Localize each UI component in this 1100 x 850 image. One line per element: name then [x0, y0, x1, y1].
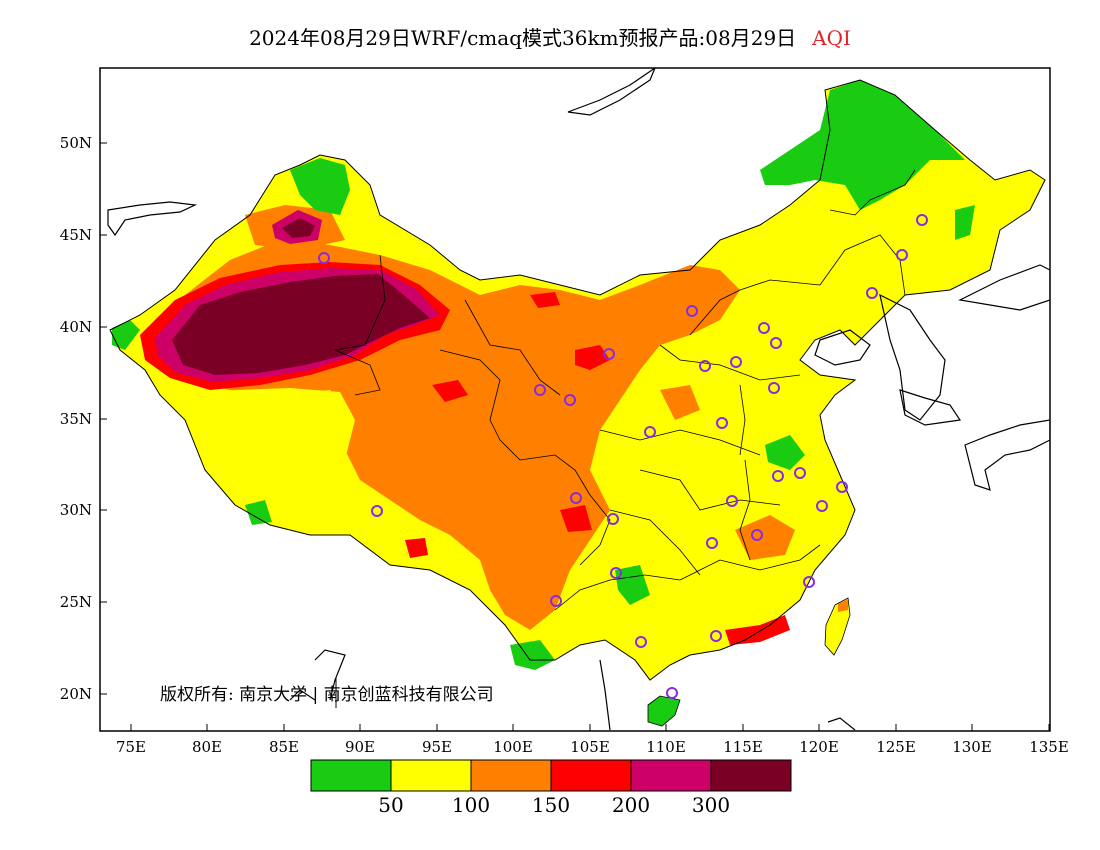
station-marker: [770, 337, 782, 349]
station-marker: [916, 214, 928, 226]
lon-label: 80E: [191, 738, 223, 756]
lat-label: 20N: [59, 685, 92, 703]
aqi-pocket-green: [245, 500, 272, 525]
station-marker: [699, 360, 711, 372]
station-marker: [710, 630, 722, 642]
aqi-spot-red: [432, 380, 468, 402]
aqi-pocket-orange: [735, 515, 795, 560]
variable-label: AQI: [812, 26, 851, 50]
aqi-field: [107, 68, 1050, 731]
station-marker: [758, 322, 770, 334]
aqi-region-good-northeast: [760, 80, 965, 210]
lat-label: 40N: [59, 318, 92, 336]
station-marker: [635, 636, 647, 648]
station-marker: [726, 495, 738, 507]
lon-label: 75E: [115, 738, 147, 756]
lon-label: 115E: [723, 738, 763, 756]
station-marker: [730, 356, 742, 368]
lon-label: 85E: [268, 738, 300, 756]
aqi-region-hazardous: [172, 274, 430, 375]
lat-ticks: [100, 142, 107, 695]
station-marker: [603, 348, 615, 360]
station-marker: [318, 252, 330, 264]
station-marker: [686, 305, 698, 317]
lat-label: 50N: [59, 134, 92, 152]
lon-label: 90E: [344, 738, 376, 756]
lat-label: 35N: [59, 410, 92, 428]
aqi-spot-red: [575, 345, 610, 370]
china-border: [109, 79, 1046, 681]
aqi-pocket-green: [112, 320, 140, 350]
station-marker: [534, 384, 546, 396]
aqi-pocket-green: [290, 158, 350, 215]
colorbar-swatch-moderate: [390, 759, 472, 792]
station-marker: [607, 513, 619, 525]
aqi-region-taiwan: [824, 597, 851, 656]
station-marker: [371, 505, 383, 517]
lat-label: 25N: [59, 593, 92, 611]
colorbar: [310, 759, 792, 792]
lat-label: 45N: [59, 226, 92, 244]
title-text: 2024年08月29日WRF/cmaq模式36km预报产品:08月29日: [249, 26, 797, 50]
station-marker: [794, 467, 806, 479]
station-marker: [768, 382, 780, 394]
station-marker: [836, 481, 848, 493]
station-marker: [716, 417, 728, 429]
lon-label: 100E: [493, 738, 533, 756]
station-marker: [706, 537, 718, 549]
colorbar-label: 300: [691, 793, 731, 817]
station-marker: [644, 426, 656, 438]
aqi-pocket-green: [955, 205, 975, 240]
lon-label: 120E: [799, 738, 839, 756]
colorbar-swatch-very-unhealthy: [630, 759, 712, 792]
station-marker: [816, 500, 828, 512]
lon-label: 130E: [952, 738, 992, 756]
copyright-text: 版权所有: 南京大学 | 南京创蓝科技有限公司: [160, 685, 494, 705]
station-marker: [896, 249, 908, 261]
map-frame: [99, 67, 1051, 732]
lon-label: 135E: [1029, 738, 1069, 756]
admin-boundaries: [334, 169, 916, 611]
colorbar-swatch-good: [310, 759, 392, 792]
colorbar-label: 200: [611, 793, 651, 817]
colorbar-swatch-hazardous: [710, 759, 792, 792]
station-marker: [570, 492, 582, 504]
aqi-pocket-green: [765, 435, 805, 470]
aqi-hotspot-dzungaria-peak: [282, 218, 315, 238]
lon-label: 125E: [876, 738, 916, 756]
station-marker: [564, 394, 576, 406]
aqi-region-taiwan-north: [838, 599, 848, 612]
lon-ticks: [130, 724, 1050, 731]
aqi-pocket-orange: [660, 385, 700, 420]
aqi-region-moderate-tibet: [190, 388, 355, 505]
aqi-spot-red: [560, 505, 592, 532]
aqi-region-hainan: [647, 695, 681, 727]
station-marker: [772, 470, 784, 482]
lon-label: 95E: [421, 738, 453, 756]
colorbar-label: 150: [531, 793, 571, 817]
colorbar-label: 50: [378, 793, 404, 817]
colorbar-swatch-unhealthy: [550, 759, 632, 792]
aqi-pocket-green: [615, 565, 650, 605]
colorbar-swatch-sensitive: [470, 759, 552, 792]
station-marker: [803, 576, 815, 588]
station-marker: [751, 529, 763, 541]
lat-label: 30N: [59, 501, 92, 519]
station-marker: [866, 287, 878, 299]
aqi-spot-red: [405, 538, 428, 558]
colorbar-label: 100: [451, 793, 491, 817]
map-title: 2024年08月29日WRF/cmaq模式36km预报产品:08月29日 AQI: [0, 22, 1100, 51]
station-marker: [550, 595, 562, 607]
coastlines: [107, 68, 1050, 731]
aqi-spot-red: [530, 292, 560, 308]
station-markers: [318, 214, 928, 699]
lon-label: 110E: [646, 738, 686, 756]
station-marker: [666, 687, 678, 699]
station-marker: [610, 567, 622, 579]
lon-label: 105E: [570, 738, 610, 756]
